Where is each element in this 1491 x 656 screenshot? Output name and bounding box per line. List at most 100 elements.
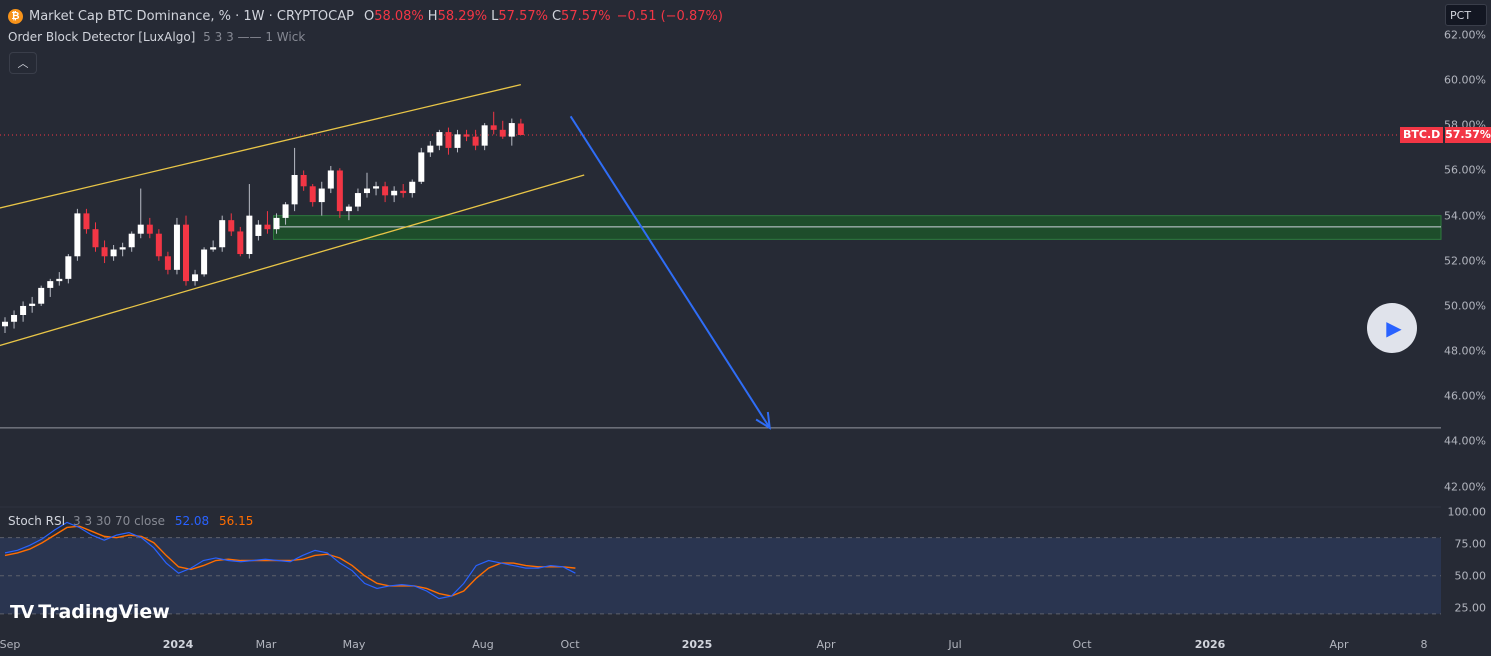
stoch-params: 3 3 30 70 close	[73, 514, 165, 528]
candle-body	[354, 193, 361, 207]
projection-arrow-line	[569, 115, 771, 429]
candle-body	[382, 186, 389, 196]
play-icon: ▶	[1386, 316, 1402, 340]
time-tick: Jul	[948, 638, 962, 651]
candle-body	[101, 247, 108, 257]
stoch-d-line	[4, 525, 576, 597]
candle-body	[210, 247, 217, 250]
candle-body	[137, 224, 144, 234]
indicator-legend[interactable]: Order Block Detector [LuxAlgo] 5 3 3 —— …	[8, 30, 305, 44]
replay-play-button[interactable]: ▶	[1367, 303, 1417, 353]
time-tick: 2024	[162, 638, 194, 651]
scale-mode-button[interactable]: PCT	[1445, 4, 1487, 26]
candle-body	[56, 278, 63, 282]
low-label: L	[491, 8, 499, 24]
close-label: C	[551, 8, 562, 24]
time-tick: 2025	[681, 638, 713, 651]
candle-body	[499, 129, 506, 137]
candle-body	[246, 215, 253, 255]
candle-body	[282, 204, 289, 218]
time-tick: Oct	[560, 638, 580, 651]
candle-body	[20, 305, 27, 315]
candle-body	[517, 123, 524, 136]
time-tick: 2026	[1194, 638, 1226, 651]
indicator-name: Order Block Detector [LuxAlgo]	[8, 30, 196, 44]
symbol-title[interactable]: Market Cap BTC Dominance, % · 1W · CRYPT…	[29, 8, 354, 24]
candle-body	[273, 217, 280, 230]
stoch-name: Stoch RSI	[8, 514, 66, 528]
indicator-params: 5 3 3 —— 1 Wick	[203, 30, 306, 44]
time-tick: Aug	[472, 638, 494, 651]
candle-body	[291, 174, 298, 205]
candle-body	[481, 125, 488, 146]
time-tick: Sep	[0, 638, 21, 651]
price-tick: 54.00%	[1444, 209, 1486, 223]
stoch-k-value: 52.08	[174, 514, 210, 528]
price-tick: 60.00%	[1444, 73, 1486, 87]
open-label: O	[363, 8, 375, 24]
chevron-up-icon: ︿	[17, 57, 29, 70]
price-tick: 50.00%	[1444, 299, 1486, 313]
high-label: H	[427, 8, 438, 24]
tradingview-logo[interactable]: TV TradingView	[10, 601, 170, 623]
candle-body	[65, 256, 72, 279]
candle-body	[192, 274, 199, 282]
candle-body	[508, 123, 515, 137]
price-tick: 52.00%	[1444, 254, 1486, 268]
candle-body	[92, 229, 99, 248]
close-value: 57.57%	[561, 8, 611, 24]
tv-logo-text: TradingView	[38, 601, 170, 623]
candle-body	[110, 249, 117, 257]
order-block-zone	[273, 215, 1442, 240]
candle-body	[336, 170, 343, 212]
candle-body	[418, 152, 425, 182]
tv-logo-mark: TV	[10, 601, 34, 623]
candle-body	[128, 233, 135, 248]
candle-body	[454, 134, 461, 148]
collapse-legend-button[interactable]: ︿	[9, 52, 37, 74]
candle-body	[400, 190, 407, 194]
candle-body	[327, 170, 334, 189]
time-tick: 8	[1420, 638, 1428, 651]
price-tick: 48.00%	[1444, 344, 1486, 358]
time-tick: Mar	[255, 638, 277, 651]
stoch-legend[interactable]: Stoch RSI 3 3 30 70 close 52.08 56.15	[8, 514, 253, 528]
high-value: 58.29%	[437, 8, 488, 24]
candle-body	[409, 181, 416, 194]
candle-body	[183, 224, 189, 282]
price-tick: 44.00%	[1444, 434, 1486, 448]
candle-body	[364, 188, 370, 194]
candle-body	[173, 224, 180, 270]
candle-body	[164, 256, 171, 270]
price-tick: 56.00%	[1444, 163, 1486, 177]
time-tick: Apr	[1329, 638, 1349, 651]
time-tick: Apr	[816, 638, 836, 651]
chart-header: ₿ Market Cap BTC Dominance, % · 1W · CRY…	[8, 6, 723, 26]
low-value: 57.57%	[498, 8, 548, 24]
time-tick: Oct	[1072, 638, 1092, 651]
candle-body	[345, 206, 352, 212]
candle-body	[391, 190, 398, 196]
candle-body	[255, 224, 262, 236]
symbol-price-tag: BTC.D	[1400, 127, 1444, 143]
candle-body	[201, 249, 208, 275]
last-price-tag: 57.57%	[1445, 127, 1491, 143]
candle-body	[38, 287, 45, 304]
candle-body	[219, 220, 226, 248]
candle-body	[155, 233, 162, 257]
candle-body	[427, 145, 434, 153]
candle-body	[83, 213, 90, 230]
price-tick: 42.00%	[1444, 480, 1486, 494]
candle-body	[490, 125, 497, 130]
candle-body	[445, 132, 452, 148]
candle-body	[237, 231, 244, 255]
stoch-tick: 75.00	[1454, 537, 1487, 551]
candle-body	[228, 220, 235, 232]
stoch-tick: 25.00	[1454, 601, 1487, 614]
candle-body	[436, 132, 443, 146]
stoch-tick: 50.00	[1454, 569, 1487, 583]
candle-body	[119, 247, 126, 250]
price-tick: 62.00%	[1444, 28, 1486, 42]
candle-body	[463, 134, 470, 137]
